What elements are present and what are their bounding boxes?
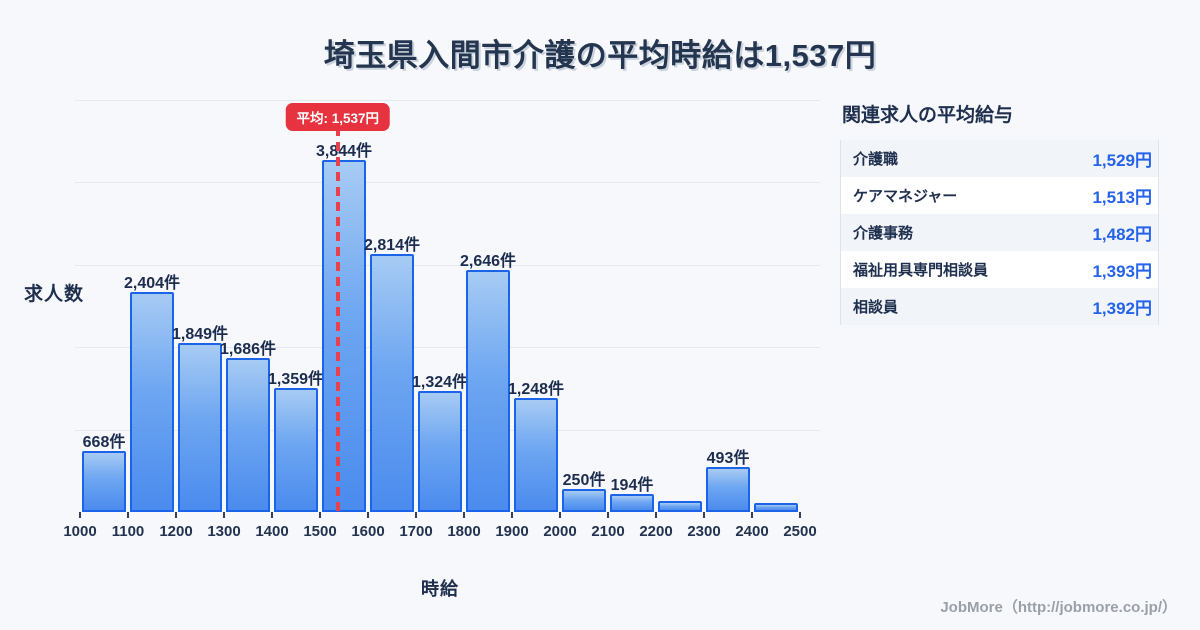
- x-tick-label: 1300: [207, 523, 241, 540]
- x-axis-tick: [463, 512, 465, 518]
- bar-value-label: 1,359件: [267, 370, 325, 388]
- x-tick-label: 1600: [351, 523, 385, 540]
- x-tick-label: 1100: [111, 523, 145, 540]
- x-tick-label: 1900: [495, 523, 529, 540]
- histogram-bar: [514, 397, 558, 512]
- mean-line: [335, 127, 340, 512]
- bar-value-label: 668件: [82, 433, 126, 451]
- histogram-bar: [322, 160, 366, 512]
- job-name: 介護職: [853, 151, 899, 168]
- bar-value-label: 493件: [706, 449, 750, 467]
- related-jobs-table: 介護職 1,529円ケアマネジャー 1,513円介護事務 1,482円福祉用具専門相談…: [840, 140, 1159, 325]
- x-tick-label: 2100: [591, 523, 625, 540]
- x-axis-tick: [175, 512, 177, 518]
- histogram-bar: [178, 342, 222, 512]
- x-axis-tick: [655, 512, 657, 518]
- histogram-bar: [274, 387, 318, 512]
- bar-value-label: 2,404件: [123, 274, 181, 292]
- x-axis-label: 時給: [421, 579, 459, 599]
- x-tick-label: 2500: [783, 523, 817, 540]
- job-wage: 1,513円: [1092, 188, 1152, 207]
- x-tick-label: 1700: [399, 523, 433, 540]
- x-tick-label: 1500: [303, 523, 337, 540]
- histogram-bar: [82, 450, 126, 512]
- bar-value-label: 1,686件: [219, 340, 277, 358]
- x-tick-label: 2400: [735, 523, 769, 540]
- panel-row: 相談員 1,392円: [841, 288, 1158, 325]
- job-wage: 1,392円: [1092, 299, 1152, 318]
- job-name: 福祉用具専門相談員: [853, 262, 989, 279]
- bar-value-label: 1,248件: [507, 380, 565, 398]
- x-tick-label: 2000: [543, 523, 577, 540]
- mean-badge: 平均: 1,537円: [285, 103, 391, 131]
- x-tick-label: 2300: [687, 523, 721, 540]
- histogram-bar: [370, 254, 414, 512]
- bar-value-label: 2,814件: [363, 237, 421, 255]
- histogram-bar: [562, 489, 606, 512]
- histogram-bar: [418, 390, 462, 512]
- panel-row: 介護事務 1,482円: [841, 214, 1158, 251]
- gridline: [75, 182, 820, 184]
- x-tick-label: 1000: [63, 523, 97, 540]
- page-title: 埼玉県入間市介護の平均時給は1,537円: [323, 38, 877, 73]
- x-axis-tick: [511, 512, 513, 518]
- bar-value-label: 1,849件: [171, 325, 229, 343]
- panel-title: 関連求人の平均給与: [842, 105, 1014, 126]
- x-axis-tick: [271, 512, 273, 518]
- bar-value-label: 250件: [562, 472, 606, 490]
- x-axis-tick: [703, 512, 705, 518]
- x-tick-label: 1400: [255, 523, 289, 540]
- x-axis-tick: [415, 512, 417, 518]
- gridline: [75, 100, 820, 101]
- x-axis-tick: [751, 512, 753, 518]
- gridline: [75, 347, 820, 349]
- x-axis-tick: [79, 512, 81, 518]
- histogram-bar: [226, 357, 270, 512]
- panel-row: ケアマネジャー 1,513円: [841, 177, 1158, 214]
- x-axis-tick: [319, 512, 321, 518]
- histogram-bar: [658, 501, 702, 512]
- job-wage: 1,482円: [1092, 225, 1152, 244]
- x-tick-label: 2200: [639, 523, 673, 540]
- y-axis-label: 求人数: [24, 284, 85, 305]
- job-wage: 1,393円: [1092, 262, 1152, 281]
- histogram-bar: [706, 466, 750, 512]
- x-axis-tick: [127, 512, 129, 518]
- panel-row: 介護職 1,529円: [841, 140, 1158, 177]
- gridline: [75, 264, 820, 266]
- x-tick-label: 1200: [159, 523, 193, 540]
- histogram-bar: [466, 269, 510, 512]
- job-wage: 1,529円: [1092, 151, 1152, 170]
- job-name: 介護事務: [853, 225, 914, 242]
- x-axis-tick: [367, 512, 369, 518]
- bar-value-label: 2,646件: [459, 252, 517, 270]
- x-axis-tick: [607, 512, 609, 518]
- bar-value-label: 194件: [610, 477, 654, 495]
- histogram-bar: [610, 494, 654, 512]
- bar-value-label: 3,844件: [315, 143, 373, 161]
- job-name: 相談員: [853, 299, 899, 316]
- bar-value-label: 1,324件: [411, 373, 469, 391]
- histogram-bar: [130, 291, 174, 512]
- x-axis-tick: [799, 512, 801, 518]
- x-tick-label: 1800: [447, 523, 481, 540]
- job-name: ケアマネジャー: [853, 188, 958, 205]
- x-axis-tick: [223, 512, 225, 518]
- panel-row: 福祉用具専門相談員 1,393円: [841, 251, 1158, 288]
- histogram-bar: [754, 503, 798, 512]
- credit-text: JobMore（http://jobmore.co.jp/）: [940, 599, 1177, 616]
- x-axis-tick: [559, 512, 561, 518]
